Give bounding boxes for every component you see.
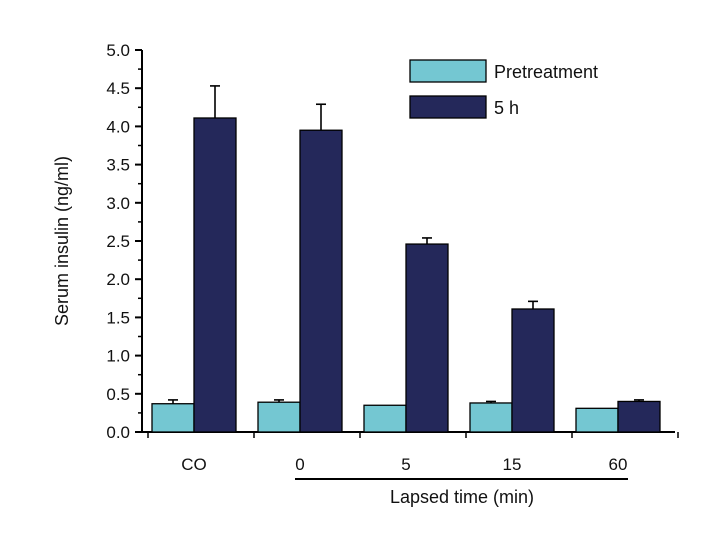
bar-pretreatment-15 (469, 402, 513, 433)
y-tick-label: 0.0 (106, 423, 130, 442)
x-tick-label: 60 (609, 455, 628, 474)
plot-area: 0.0 0.5 1.0 1.5 2.0 2.5 3.0 3.5 4.0 4.5 5.0 CO 0 5 15 6… (106, 41, 679, 480)
y-tick-label: 1.5 (106, 308, 130, 327)
y-tick-label: 2.0 (106, 270, 130, 289)
legend-swatch-pretreatment (409, 59, 487, 83)
bar-pretreatment-CO (151, 403, 195, 433)
x-tick-label: 15 (503, 455, 522, 474)
x-tick-label: CO (181, 455, 207, 474)
bar-pretreatment-0 (257, 401, 301, 433)
y-tick-label: 0.5 (106, 385, 130, 404)
y-tick-label: 2.5 (106, 232, 130, 251)
y-tick-label: 5.0 (106, 41, 130, 60)
x-tick-label: 0 (295, 455, 304, 474)
y-tick-label: 3.0 (106, 194, 130, 213)
legend: Pretreatment 5 h (409, 59, 598, 119)
bar-5h-15 (511, 308, 555, 433)
bar-5h-CO (193, 117, 237, 433)
y-tick-label: 1.0 (106, 347, 130, 366)
y-tick-label: 3.5 (106, 156, 130, 175)
bar-pretreatment-60 (575, 407, 619, 433)
bar-5h-60 (617, 400, 661, 433)
legend-swatch-5h (409, 95, 487, 119)
bar-pretreatment-5 (363, 404, 407, 433)
legend-label-pretreatment: Pretreatment (494, 62, 598, 82)
y-tick-label: 4.5 (106, 79, 130, 98)
x-tick-label: 5 (401, 455, 410, 474)
y-tick-label: 4.0 (106, 117, 130, 136)
lapsed-time-label: Lapsed time (min) (390, 487, 534, 507)
bar-5h-5 (405, 243, 449, 433)
y-axis-title: Serum insulin (ng/ml) (52, 156, 72, 326)
bar-5h-0 (299, 129, 343, 433)
legend-label-5h: 5 h (494, 98, 519, 118)
